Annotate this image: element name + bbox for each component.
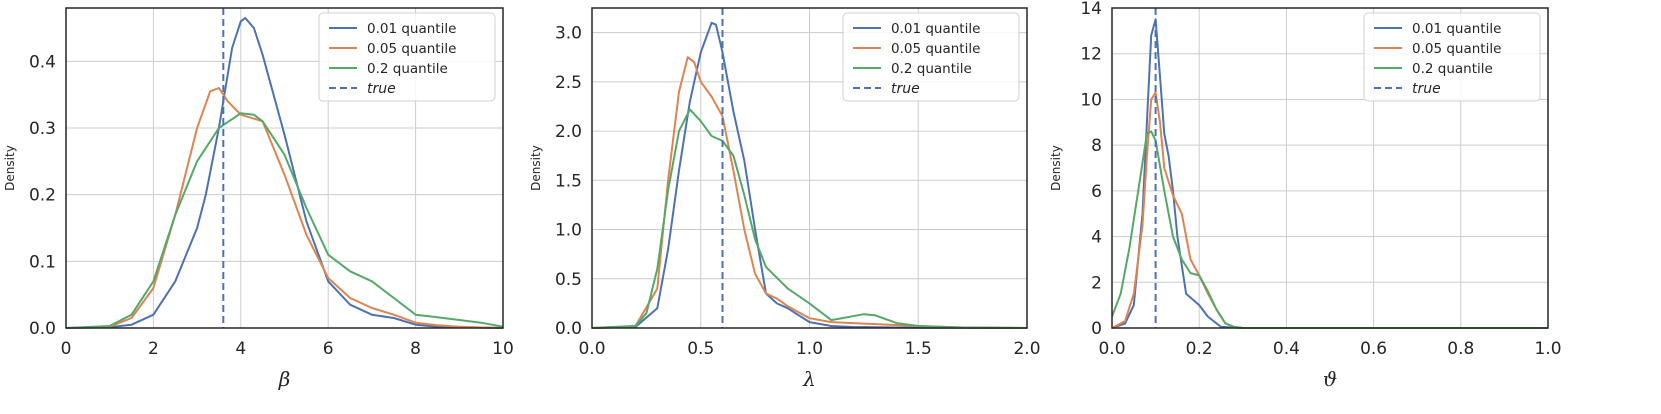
x-tick-label: 8 — [410, 339, 421, 359]
series-line-2 — [591, 56, 1028, 329]
series-line-1 — [65, 17, 504, 329]
x-tick-label: 1.0 — [1534, 339, 1561, 359]
x-tick-label: 2 — [148, 339, 159, 359]
y-tick-label: 0.5 — [555, 270, 582, 290]
x-tick-label: 0.0 — [578, 339, 605, 359]
y-tick-label: 0.0 — [555, 319, 582, 339]
legend-label: true — [1412, 81, 1441, 97]
series-line-3 — [1111, 130, 1548, 329]
y-axis-label: Density — [3, 145, 17, 191]
y-tick-label: 2 — [1091, 273, 1102, 293]
legend-label: 0.05 quantile — [891, 41, 980, 57]
series-line-2 — [1111, 91, 1548, 329]
y-tick-label: 8 — [1091, 136, 1102, 156]
legend: 0.01 quantile 0.05 quantile 0.2 quantile tr… — [318, 12, 496, 102]
y-tick-label: 12 — [1080, 45, 1102, 65]
x-tick-label: 1.0 — [796, 339, 823, 359]
x-tick-label: 0.8 — [1447, 339, 1474, 359]
chart-panel-2: 0.0 0.5 1.0 1.5 2.0 0.0 0.5 1.0 1.5 2.0 2.5 3.0 λ Den… — [529, 7, 1041, 391]
legend: 0.01 quantile 0.05 quantile 0.2 quantile tr… — [842, 12, 1020, 102]
x-tick-label: 2.0 — [1013, 339, 1040, 359]
series-line-1 — [591, 21, 1028, 329]
x-tick-label: 6 — [323, 339, 334, 359]
y-tick-label: 10 — [1080, 90, 1102, 110]
y-axis-label: Density — [1049, 145, 1063, 191]
y-tick-label: 0.4 — [29, 52, 56, 72]
x-tick-label: 0.4 — [1273, 339, 1300, 359]
legend: 0.01 quantile 0.05 quantile 0.2 quantile tr… — [1363, 12, 1541, 102]
legend-label: true — [367, 81, 396, 97]
y-tick-label: 2.5 — [555, 73, 582, 93]
legend-label: 0.05 quantile — [1412, 41, 1501, 57]
y-tick-label: 0.0 — [29, 319, 56, 339]
x-tick-label: 0.2 — [1186, 339, 1213, 359]
plot-frame — [65, 7, 504, 329]
legend-label: 0.2 quantile — [367, 61, 448, 77]
y-axis-label: Density — [529, 145, 543, 191]
x-tick-label: 0.5 — [687, 339, 714, 359]
y-tick-label: 1.5 — [555, 171, 582, 191]
legend-label: 0.01 quantile — [1412, 21, 1501, 37]
y-tick-label: 0.2 — [29, 186, 56, 206]
y-tick-label: 3.0 — [555, 24, 582, 44]
legend-label: 0.2 quantile — [891, 61, 972, 77]
y-tick-label: 6 — [1091, 182, 1102, 202]
y-tick-label: 4 — [1091, 228, 1102, 248]
plot-frame — [1111, 7, 1549, 329]
legend-label: 0.01 quantile — [367, 21, 456, 37]
y-tick-label: 0.3 — [29, 119, 56, 139]
x-tick-label: 10 — [492, 339, 514, 359]
y-tick-label: 2.0 — [555, 122, 582, 142]
x-tick-label: 0.0 — [1098, 339, 1125, 359]
x-tick-label: 4 — [235, 339, 246, 359]
x-axis-label: β — [278, 367, 291, 391]
y-tick-label: 0.1 — [29, 252, 56, 272]
chart-panel-3: 0.0 0.2 0.4 0.6 0.8 1.0 0 2 4 6 8 10 12 14 ϑ Density 0.0… — [1049, 0, 1562, 391]
series-line-3 — [65, 112, 504, 329]
chart-panel-1: 0 2 4 6 8 10 0.0 0.1 0.2 0.3 0.4 β Density 0.01 quant… — [3, 7, 514, 391]
series-line-2 — [65, 87, 504, 329]
plot-frame — [591, 7, 1028, 329]
series-line-3 — [591, 108, 1028, 329]
y-tick-label: 14 — [1080, 0, 1102, 19]
x-tick-label: 1.5 — [905, 339, 932, 359]
legend-label: 0.2 quantile — [1412, 61, 1493, 77]
x-tick-label: 0 — [61, 339, 72, 359]
legend-label: 0.05 quantile — [367, 41, 456, 57]
legend-box — [842, 12, 1020, 102]
x-axis-label: ϑ — [1323, 367, 1337, 391]
x-tick-label: 0.6 — [1360, 339, 1387, 359]
legend-box — [1363, 12, 1541, 102]
x-axis-label: λ — [802, 367, 816, 391]
legend-label: 0.01 quantile — [891, 21, 980, 37]
y-tick-label: 1.0 — [555, 221, 582, 241]
y-tick-label: 0 — [1091, 319, 1102, 339]
legend-label: true — [891, 81, 920, 97]
legend-box — [318, 12, 496, 102]
